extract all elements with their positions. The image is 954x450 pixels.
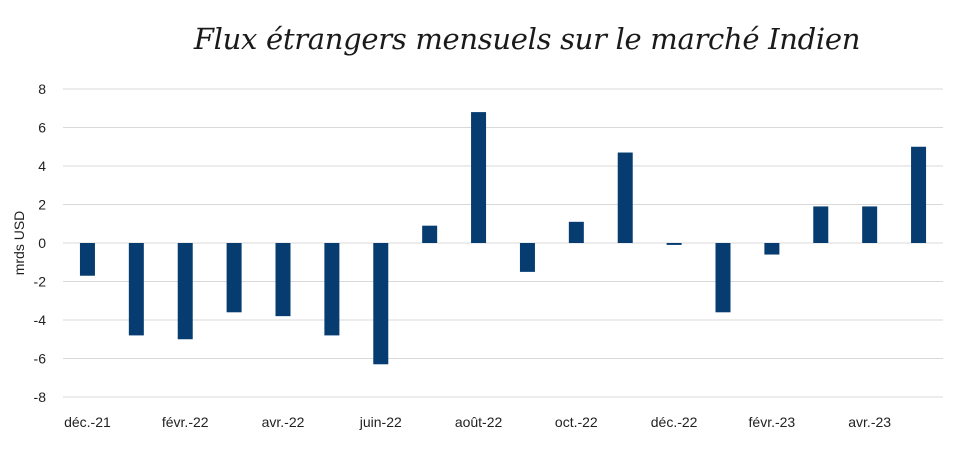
chart-title: Flux étrangers mensuels sur le marché In… (193, 22, 861, 56)
x-tick-label: déc.-22 (651, 414, 698, 430)
x-tick-label: févr.-22 (162, 414, 209, 430)
y-tick-label: 0 (38, 235, 46, 251)
bar-mars-23 (813, 206, 829, 243)
bar-févr.-22 (177, 243, 193, 340)
x-tick-label: avr.-23 (848, 414, 891, 430)
bar-nov.-22 (617, 152, 633, 243)
bar-avr.-23 (862, 206, 878, 243)
bar-sept.-22 (519, 243, 535, 272)
x-tick-label: août-22 (455, 414, 503, 430)
bar-avr.-22 (275, 243, 291, 317)
x-tick-label: oct.-22 (555, 414, 598, 430)
bar-juil.-22 (422, 225, 438, 243)
y-tick-labels: 8 6 4 2 0 -2 -4 -6 -8 (34, 81, 47, 405)
x-tick-label: févr.-23 (749, 414, 796, 430)
bar-mars-22 (226, 243, 242, 313)
y-tick-label: -4 (34, 312, 47, 328)
bars (79, 112, 927, 365)
x-tick-label: avr.-22 (262, 414, 305, 430)
bar-mai-23 (911, 146, 927, 243)
bar-juin-22 (373, 243, 389, 365)
x-tick-label: juin-22 (359, 414, 402, 430)
bar-oct.-22 (568, 221, 584, 243)
bar-déc.-21 (79, 243, 95, 276)
bar-mai-22 (324, 243, 340, 336)
y-tick-label: -8 (34, 389, 47, 405)
y-tick-label: 8 (38, 81, 46, 97)
y-tick-label: 4 (38, 158, 46, 174)
bar-janv.-23 (715, 243, 731, 313)
bar-août-22 (471, 112, 487, 243)
bar-janv.-22 (128, 243, 144, 336)
y-tick-label: 2 (38, 197, 46, 213)
x-tick-labels: déc.-21 févr.-22 avr.-22 juin-22 août-22 oct.… (64, 414, 891, 430)
y-axis-label: mrds USD (11, 211, 27, 276)
gridlines (63, 88, 943, 398)
y-tick-label: -2 (34, 274, 47, 290)
x-tick-label: déc.-21 (64, 414, 111, 430)
y-tick-label: 6 (38, 120, 46, 136)
y-tick-label: -6 (34, 351, 47, 367)
bar-déc.-22 (666, 243, 682, 245)
bar-févr.-23 (764, 243, 780, 255)
